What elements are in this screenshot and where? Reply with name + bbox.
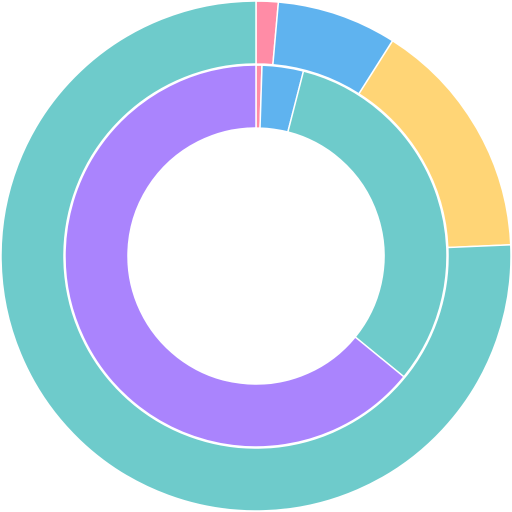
doughnut-segment [64, 64, 405, 448]
doughnut-segment [286, 70, 448, 378]
